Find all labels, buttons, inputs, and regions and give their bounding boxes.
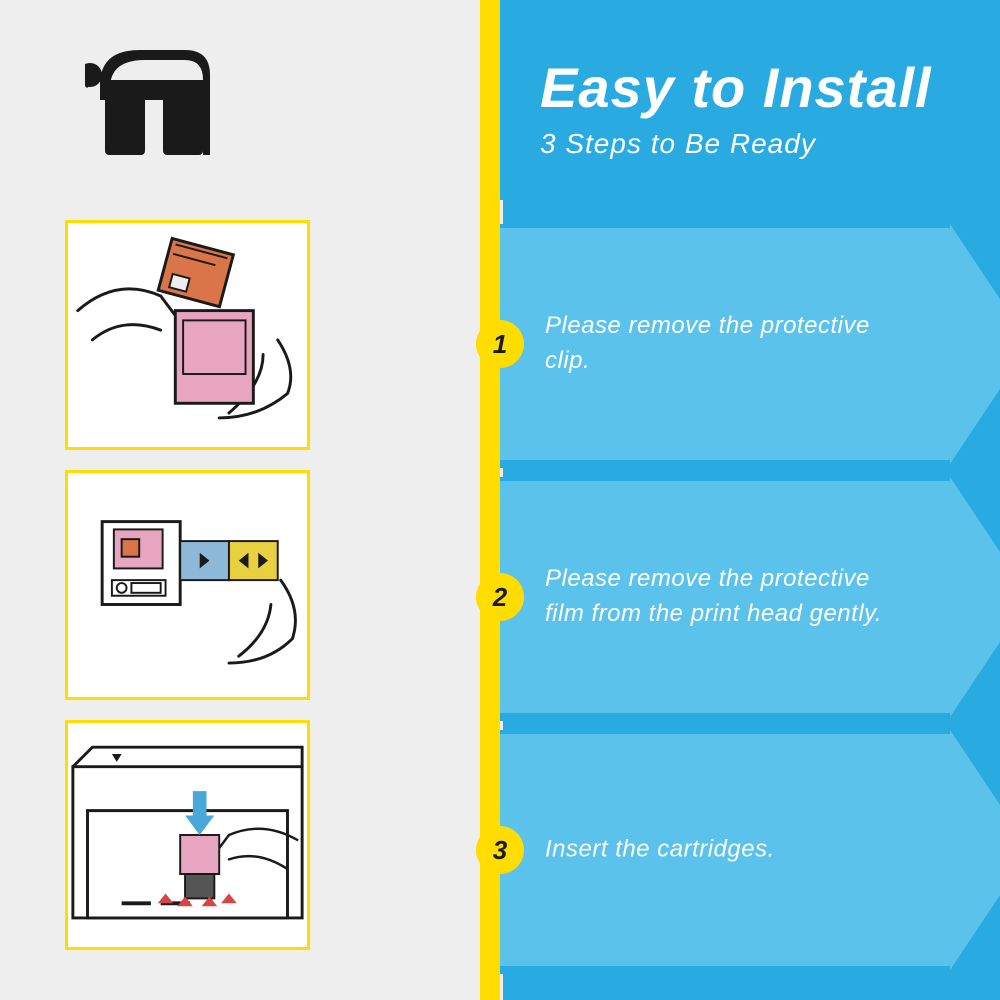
step-text-2: Please remove the protective film from t…: [545, 562, 905, 632]
step-badge-2: 2: [476, 573, 524, 621]
vline-mid1: [500, 468, 503, 477]
vline-bottom: [500, 974, 503, 1000]
illustration-step-2: [65, 470, 310, 700]
step-text-3: Insert the cartridges.: [545, 833, 775, 868]
step-text-1: Please remove the protective clip.: [545, 309, 905, 379]
step-badge-1: 1: [476, 320, 524, 368]
illustration-stack: [65, 220, 310, 950]
subtitle: 3 Steps to Be Ready: [540, 128, 932, 160]
left-panel: [0, 0, 480, 1000]
step-arrow-2: 2 Please remove the protective film from…: [500, 477, 1000, 717]
vline-top: [500, 200, 503, 224]
step-badge-3: 3: [476, 826, 524, 874]
illustration-step-3: [65, 720, 310, 950]
title: Easy to Install: [540, 55, 932, 120]
step-arrow-3: 3 Insert the cartridges.: [500, 730, 1000, 970]
elephant-logo-icon: [85, 30, 240, 165]
illustration-step-1: [65, 220, 310, 450]
right-panel: Easy to Install 3 Steps to Be Ready 1 Pl…: [500, 0, 1000, 1000]
vline-mid2: [500, 721, 503, 730]
step-arrow-1: 1 Please remove the protective clip.: [500, 224, 1000, 464]
infographic-container: Easy to Install 3 Steps to Be Ready 1 Pl…: [0, 0, 1000, 1000]
header: Easy to Install 3 Steps to Be Ready: [540, 55, 932, 160]
